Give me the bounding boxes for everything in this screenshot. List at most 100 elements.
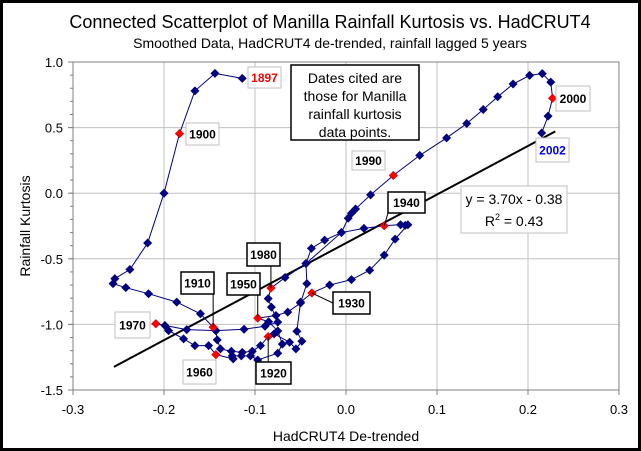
data-point: [396, 220, 406, 230]
data-point: [306, 243, 316, 253]
data-point: [260, 321, 270, 331]
data-point: [236, 351, 246, 361]
data-point: [195, 309, 205, 319]
point-label-1900: 1900: [185, 122, 220, 146]
annotation-line-4: data points.: [319, 124, 391, 140]
data-point: [537, 69, 547, 79]
data-point: [204, 341, 214, 351]
data-point: [182, 325, 192, 335]
label-box: [332, 291, 371, 315]
label-text: 1920: [260, 367, 287, 381]
label-box: [255, 361, 292, 385]
point-label-2000: 2000: [555, 85, 591, 112]
label-text: 1930: [338, 297, 365, 311]
data-point: [273, 326, 283, 336]
x-axis-label: HadCRUT4 De-trended: [273, 428, 419, 444]
label-box: [535, 137, 570, 163]
label-text: 1900: [189, 128, 216, 142]
label-box: [182, 359, 217, 385]
data-point: [215, 344, 225, 354]
data-point: [179, 334, 189, 344]
data-point: [291, 344, 301, 354]
data-point: [263, 294, 273, 304]
data-point: [365, 265, 375, 275]
data-point: [415, 150, 425, 160]
data-point: [277, 339, 287, 349]
label-text: 1970: [119, 319, 146, 333]
highlighted-point: [174, 129, 184, 139]
data-point: [280, 273, 290, 283]
x-tick-label: -0.3: [62, 402, 84, 417]
data-point: [546, 77, 556, 87]
data-point: [493, 92, 503, 102]
data-point: [297, 336, 307, 346]
data-point: [325, 280, 335, 290]
label-text: 1940: [393, 196, 420, 210]
highlighted-point: [211, 350, 221, 360]
data-point: [301, 259, 311, 269]
label-box: [226, 272, 261, 296]
label-text: 1960: [186, 366, 213, 380]
label-text: 1980: [250, 248, 277, 262]
y-tick-label: -0.5: [41, 252, 63, 267]
data-point: [159, 188, 169, 198]
leader-line: [383, 212, 389, 226]
data-point: [125, 265, 135, 275]
series: [108, 68, 558, 365]
data-point: [143, 238, 153, 248]
x-tick-label: -0.2: [153, 402, 175, 417]
data-point: [292, 326, 302, 336]
data-point: [273, 317, 283, 327]
highlighted-point: [548, 93, 558, 103]
point-label-1960: 1960: [182, 359, 217, 385]
data-point: [273, 348, 283, 358]
x-tick-label: 0.2: [519, 402, 537, 417]
point-label-1990: 1990: [351, 150, 386, 171]
data-point: [320, 235, 330, 245]
data-point: [121, 283, 131, 293]
data-point: [285, 337, 295, 347]
y-tick-label: -1.0: [41, 317, 63, 332]
label-text: 1950: [230, 278, 257, 292]
data-point: [296, 298, 305, 308]
data-point: [302, 279, 312, 289]
data-point: [478, 104, 488, 114]
data-point: [442, 133, 452, 143]
label-box: [387, 191, 426, 214]
data-point: [336, 228, 346, 238]
chart-title: Connected Scatterplot of Manilla Rainfal…: [69, 12, 590, 32]
annotation-line-1: Dates cited are: [308, 70, 402, 86]
label-box: [246, 242, 281, 267]
data-point: [212, 335, 222, 345]
label-text: 1990: [355, 154, 382, 168]
label-box: [114, 311, 151, 339]
y-tick-label: 0.0: [45, 186, 63, 201]
y-axis-label: Rainfall Kurtosis: [17, 175, 33, 276]
data-point: [190, 341, 200, 351]
label-text: 1910: [184, 277, 211, 291]
y-tick-label: -1.5: [41, 383, 63, 398]
point-label-1970: 1970: [114, 311, 151, 339]
x-tick-label: 0.3: [610, 402, 628, 417]
data-point: [537, 128, 547, 138]
label-box: [247, 66, 282, 89]
label-box: [180, 271, 215, 295]
data-point: [190, 86, 200, 96]
data-point: [351, 204, 361, 214]
data-point: [245, 351, 255, 361]
point-label-2002: 2002: [535, 137, 570, 163]
data-point: [359, 223, 369, 233]
data-point: [144, 289, 154, 299]
data-point: [108, 279, 118, 289]
data-point: [390, 234, 400, 244]
data-point: [172, 297, 182, 307]
data-point: [462, 119, 472, 129]
data-point: [228, 354, 238, 364]
axes: -0.3 -0.2 -0.1 0.0 0.1 0.2 0.3 1.0 0.5 0.0 -0.5 -1.…: [41, 55, 628, 417]
data-point: [266, 302, 276, 312]
x-tick-label: 0.1: [428, 402, 446, 417]
leader-line: [311, 292, 334, 304]
label-text: 2000: [560, 92, 587, 106]
point-labels: 1897 1900 1910 1920 1930 1940 1950 1960 1970 1980…: [114, 66, 591, 385]
y-tick-label: 0.5: [45, 121, 63, 136]
